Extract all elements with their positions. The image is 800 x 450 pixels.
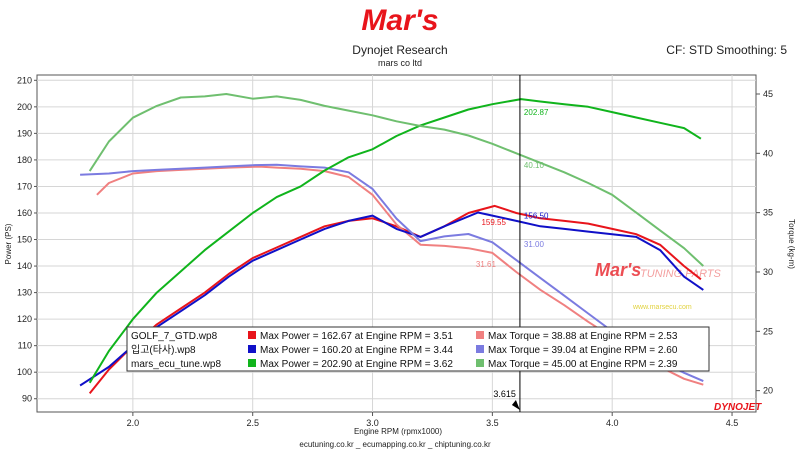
y-right-tick-label: 25 [763, 326, 773, 336]
legend-power-text: Max Power = 202.90 at Engine RPM = 3.62 [260, 359, 453, 370]
y-left-tick-label: 200 [17, 102, 32, 112]
y-left-tick-label: 90 [22, 394, 32, 404]
y-axis-right: 20 25 30 35 40 45 [756, 89, 773, 396]
y-right-tick-label: 20 [763, 386, 773, 396]
legend-run-name: 입고(타사).wp8 [131, 343, 196, 356]
x-tick-label: 4.5 [726, 418, 739, 428]
x-tick-label: 3.0 [366, 418, 379, 428]
x-tick-label: 2.0 [127, 418, 140, 428]
dynojet-brand: DYNOJET [714, 402, 762, 413]
y-left-tick-label: 100 [17, 367, 32, 377]
x-axis-label: Engine RPM (rpmx1000) [354, 427, 442, 436]
annotation-label: 31.61 [476, 260, 497, 269]
cf-smoothing-info: CF: STD Smoothing: 5 [666, 43, 787, 57]
legend-power-swatch [248, 331, 256, 339]
legend-box [126, 326, 710, 372]
x-tick-label: 2.5 [246, 418, 259, 428]
rpm-cursor-label: 3.615 [493, 389, 516, 399]
y-left-tick-label: 160 [17, 208, 32, 218]
mars-logo: Mar's [361, 4, 438, 37]
legend-torque-text: Max Torque = 45.00 at Engine RPM = 2.39 [488, 359, 678, 370]
chart-title: Dynojet Research [352, 43, 447, 57]
legend: GOLF_7_GTD.wp8 Max Power = 162.67 at Engi… [126, 326, 710, 372]
legend-power-swatch [248, 345, 256, 353]
cursor-annotations: 202.87 40.10 159.55 156.50 31.00 31.61 [476, 108, 549, 269]
y-left-tick-label: 130 [17, 288, 32, 298]
legend-torque-swatch [476, 331, 484, 339]
y-left-tick-label: 210 [17, 75, 32, 85]
legend-power-text: Max Power = 162.67 at Engine RPM = 3.51 [260, 331, 453, 342]
legend-torque-swatch [476, 345, 484, 353]
y-right-tick-label: 40 [763, 148, 773, 158]
annotation-label: 40.10 [524, 161, 545, 170]
annotation-label: 31.00 [524, 240, 545, 249]
y-right-tick-label: 30 [763, 267, 773, 277]
annotation-label: 156.50 [524, 211, 549, 220]
y-axis-left: 90 100 110 120 130 140 150 160 170 180 190 200 210 [17, 75, 37, 404]
series-line-torque-3 [80, 163, 704, 383]
y-axis-left-label: Power (PS) [4, 223, 13, 264]
y-left-tick-label: 140 [17, 261, 32, 271]
legend-power-swatch [248, 359, 256, 367]
series-line-power-2 [79, 211, 704, 387]
series-line-power-4 [88, 98, 702, 384]
legend-torque-text: Max Torque = 39.04 at Engine RPM = 2.60 [488, 345, 678, 356]
y-left-tick-label: 120 [17, 314, 32, 324]
y-left-tick-label: 180 [17, 155, 32, 165]
x-axis: 2.0 2.5 3.0 3.5 4.0 4.5 [127, 412, 739, 428]
y-left-tick-label: 170 [17, 181, 32, 191]
y-right-tick-label: 35 [763, 208, 773, 218]
y-left-tick-label: 110 [18, 341, 32, 351]
annotation-label: 159.55 [481, 218, 506, 227]
chart-subtitle: mars co ltd [378, 58, 422, 68]
legend-torque-swatch [476, 359, 484, 367]
y-axis-right-label: Torque (kg-m) [787, 219, 796, 269]
y-right-tick-label: 45 [763, 89, 773, 99]
series-line-power-0 [88, 204, 702, 395]
series-line-torque-5 [88, 93, 704, 267]
rpm-cursor-arrow [511, 400, 520, 410]
legend-run-name: mars_ecu_tune.wp8 [131, 359, 221, 370]
x-tick-label: 4.0 [606, 418, 619, 428]
annotation-label: 202.87 [524, 108, 549, 117]
footer-websites: ecutuning.co.kr _ ecumapping.co.kr _ chi… [299, 440, 491, 449]
y-left-tick-label: 150 [17, 235, 32, 245]
watermark-logo: Mar's [595, 260, 641, 280]
legend-torque-text: Max Torque = 38.88 at Engine RPM = 2.53 [488, 331, 678, 342]
legend-run-name: GOLF_7_GTD.wp8 [131, 331, 218, 342]
x-tick-label: 3.5 [486, 418, 499, 428]
y-left-tick-label: 190 [17, 128, 32, 138]
legend-power-text: Max Power = 160.20 at Engine RPM = 3.44 [260, 345, 453, 356]
watermark-url: www.marsecu.com [632, 304, 692, 311]
